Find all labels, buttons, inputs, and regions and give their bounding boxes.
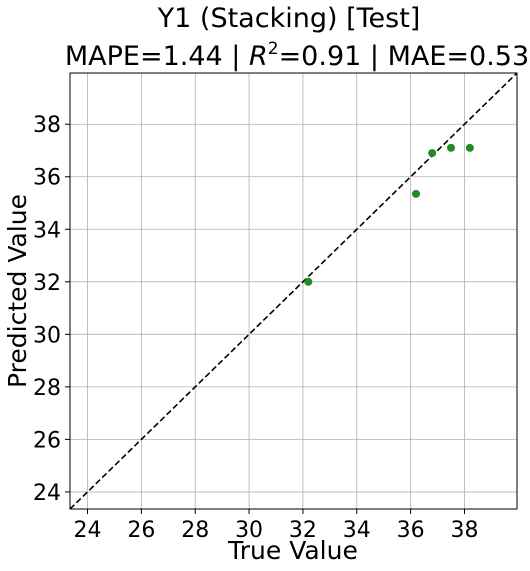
x-tick-label: 28 bbox=[181, 518, 209, 543]
metrics-r2-symbol: R bbox=[249, 41, 268, 72]
x-tick-label: 34 bbox=[343, 518, 371, 543]
metrics-mape: MAPE=1.44 | bbox=[65, 41, 249, 72]
y-tick-label: 36 bbox=[33, 166, 61, 191]
identity-line-group bbox=[69, 72, 518, 510]
y-axis-label: Predicted Value bbox=[3, 194, 32, 388]
x-tick-label: 32 bbox=[289, 518, 317, 543]
data-point bbox=[304, 277, 313, 286]
data-points bbox=[304, 143, 474, 286]
metrics-r2-exponent: 2 bbox=[268, 39, 279, 59]
y-ticks: 24 26 28 30 32 34 36 38 bbox=[33, 113, 70, 506]
x-tick-label: 26 bbox=[127, 518, 155, 543]
chart-metrics: MAPE=1.44 | R2=0.91 | MAE=0.53 bbox=[65, 39, 529, 72]
y-tick-label: 30 bbox=[33, 323, 61, 348]
x-axis-label: True Value bbox=[227, 536, 358, 565]
data-point bbox=[465, 143, 474, 152]
y-tick-label: 32 bbox=[33, 271, 61, 296]
y-tick-label: 24 bbox=[33, 481, 61, 506]
chart-title: Y1 (Stacking) [Test] bbox=[157, 3, 421, 34]
x-tick-label: 36 bbox=[397, 518, 425, 543]
x-tick-label: 38 bbox=[450, 518, 478, 543]
x-tick-label: 24 bbox=[74, 518, 102, 543]
data-point bbox=[447, 143, 456, 152]
metrics-r2-rest: =0.91 | MAE=0.53 bbox=[279, 41, 530, 72]
grid bbox=[70, 73, 517, 509]
plot-frame bbox=[69, 72, 518, 510]
data-point bbox=[412, 189, 421, 198]
y-tick-label: 26 bbox=[33, 428, 61, 453]
y-tick-label: 28 bbox=[33, 376, 61, 401]
data-point bbox=[428, 149, 437, 158]
identity-line bbox=[69, 72, 518, 510]
y-tick-label: 34 bbox=[33, 218, 61, 243]
x-tick-label: 30 bbox=[235, 518, 263, 543]
y-tick-label: 38 bbox=[33, 113, 61, 138]
x-ticks: 24 26 28 30 32 34 36 38 bbox=[74, 509, 478, 543]
